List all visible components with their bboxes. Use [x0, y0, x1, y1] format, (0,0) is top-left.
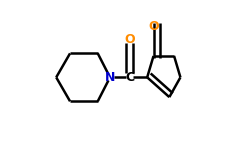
- Text: C: C: [125, 71, 134, 84]
- Text: O: O: [148, 20, 159, 33]
- Text: N: N: [105, 71, 115, 84]
- Text: O: O: [125, 33, 135, 46]
